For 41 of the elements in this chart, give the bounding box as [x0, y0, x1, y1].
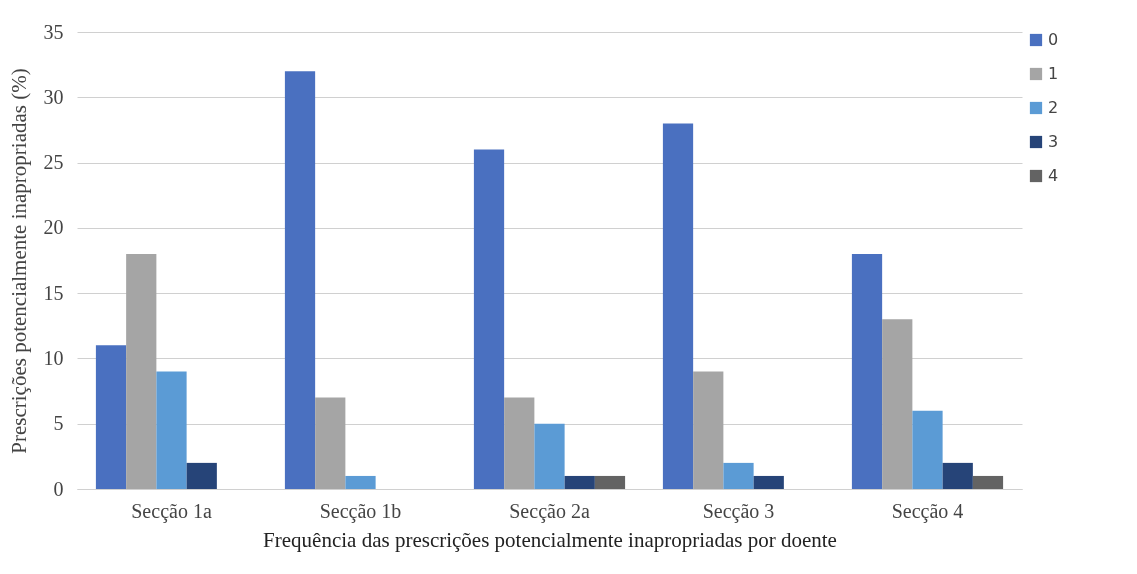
x-tick-label: Secção 2a: [509, 499, 590, 523]
bar: [693, 371, 724, 489]
bar: [284, 71, 316, 489]
bar: [972, 475, 1004, 489]
bar: [564, 475, 595, 489]
bar: [723, 462, 754, 489]
bar: [95, 345, 127, 489]
legend-label: 2: [1048, 98, 1059, 117]
x-tick-label: Secção 1b: [319, 499, 402, 523]
bar: [156, 371, 187, 489]
bar: [186, 462, 217, 489]
bar: [912, 410, 943, 489]
y-axis-title: Prescrições potencialmente inapropriadas (%): [6, 68, 31, 454]
bar: [504, 397, 535, 489]
bar: [126, 253, 157, 489]
bar: [345, 475, 376, 489]
bar: [882, 319, 913, 489]
legend-label: 0: [1048, 30, 1059, 49]
legend-label: 1: [1048, 64, 1059, 83]
bar: [851, 253, 883, 489]
y-tick-label: 0: [53, 477, 64, 500]
y-tick-label: 25: [43, 151, 64, 174]
x-tick-label: Secção 4: [891, 499, 964, 523]
y-tick-label: 5: [53, 412, 64, 435]
bar: [942, 462, 973, 489]
bar: [315, 397, 346, 489]
bar: [753, 475, 784, 489]
legend-label: 3: [1048, 132, 1059, 151]
bar: [534, 423, 565, 489]
bar: [473, 149, 505, 489]
bar: [594, 475, 626, 489]
y-tick-label: 30: [43, 85, 64, 108]
y-tick-label: 35: [43, 20, 64, 43]
y-tick-label: 15: [43, 281, 64, 304]
x-tick-label: Secção 3: [702, 499, 775, 523]
x-axis-title: Frequência das prescrições potencialmente inapropriadas por doente: [263, 527, 837, 552]
x-tick-label: Secção 1a: [131, 499, 212, 523]
bar: [662, 123, 694, 489]
legend-label: 4: [1048, 166, 1059, 185]
y-tick-label: 10: [43, 346, 64, 369]
y-tick-label: 20: [43, 216, 64, 239]
